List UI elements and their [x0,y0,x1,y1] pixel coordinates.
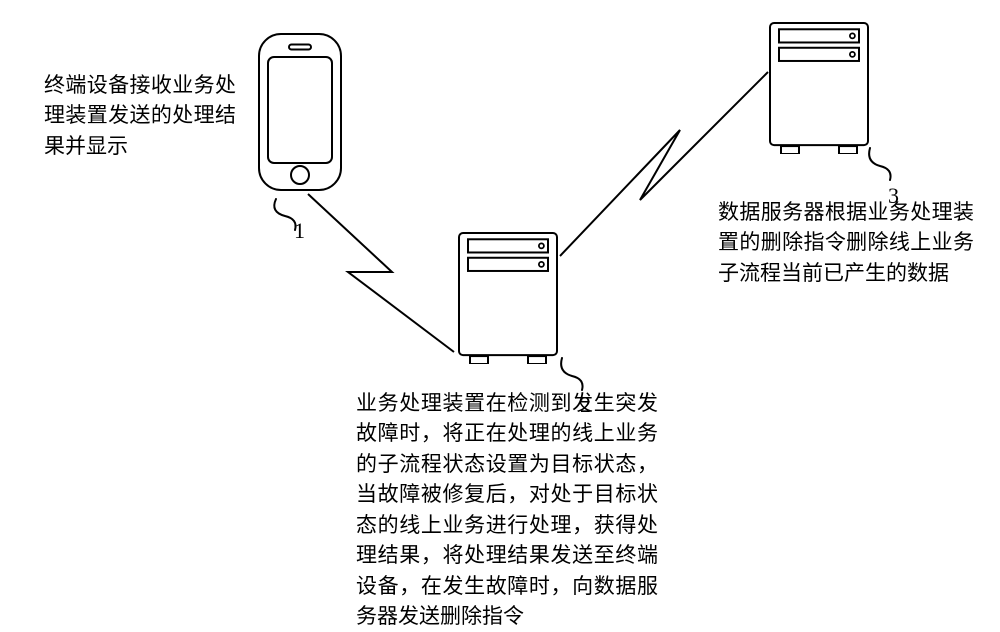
link-middle-right [0,0,1000,626]
diagram-root: { "canvas": { "width": 1000, "height": 6… [0,0,1000,626]
